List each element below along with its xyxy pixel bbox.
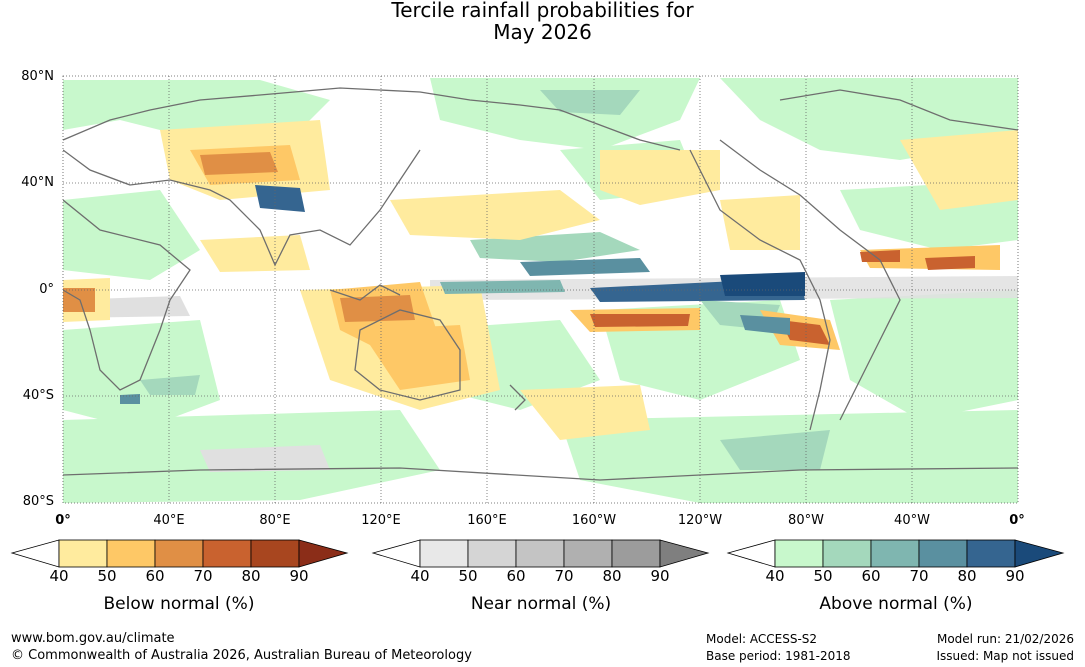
lon-label-160w: 160°W (571, 513, 617, 528)
lat-label-40s: 40°S (22, 388, 54, 403)
cb-near-tick: 50 (458, 567, 478, 585)
lon-label-40e: 40°E (153, 513, 185, 528)
cb-above-tick: 90 (1005, 567, 1025, 585)
colorbar-near (371, 539, 710, 568)
map-title-line1: Tercile rainfall probabilities for (391, 0, 694, 22)
footer-model: Model: ACCESS-S2 (706, 632, 818, 646)
map-frame (62, 75, 1019, 504)
cb-below-tick: 60 (145, 567, 165, 585)
colorbar-above (726, 539, 1065, 568)
cb-near-tick: 40 (410, 567, 430, 585)
cb-above-tick: 60 (861, 567, 881, 585)
lon-label-120w: 120°W (677, 513, 723, 528)
cb-below-tick: 80 (241, 567, 261, 585)
cb-above-tick: 70 (909, 567, 929, 585)
footer-url: www.bom.gov.au/climate (11, 631, 175, 646)
lat-label-0: 0° (39, 282, 54, 297)
footer-base-period: Base period: 1981-2018 (706, 649, 851, 663)
cb-below-tick: 40 (49, 567, 69, 585)
cb-near-tick: 70 (554, 567, 574, 585)
coastlines (63, 87, 1018, 481)
lon-label-0: 0° (55, 513, 71, 528)
cb-near-tick: 80 (602, 567, 622, 585)
lon-label-0-end: 0° (1009, 513, 1025, 528)
cb-below-tick: 90 (289, 567, 309, 585)
graticule (63, 76, 1018, 503)
cb-near-tick: 60 (506, 567, 526, 585)
cb-above-title: Above normal (%) (819, 594, 973, 614)
cb-above-tick: 80 (957, 567, 977, 585)
footer-issued: Issued: Map not issued (936, 649, 1074, 663)
map-title-line2: May 2026 (493, 20, 592, 44)
lat-label-80s: 80°S (22, 494, 54, 509)
cb-below-tick: 70 (193, 567, 213, 585)
lon-label-40w: 40°W (894, 513, 930, 528)
lat-label-80n: 80°N (21, 69, 54, 84)
lon-label-160e: 160°E (467, 513, 507, 528)
lon-label-80w: 80°W (788, 513, 824, 528)
lat-label-40n: 40°N (21, 175, 54, 190)
cb-below-tick: 50 (97, 567, 117, 585)
cb-above-tick: 50 (813, 567, 833, 585)
cb-near-title: Near normal (%) (470, 594, 612, 614)
footer-model-run: Model run: 21/02/2026 (936, 632, 1074, 646)
colorbar-below (10, 539, 349, 568)
cb-above-tick: 40 (765, 567, 785, 585)
lon-label-80e: 80°E (259, 513, 291, 528)
footer-copyright: © Commonwealth of Australia 2026, Austra… (11, 648, 472, 663)
lon-label-120e: 120°E (361, 513, 401, 528)
cb-near-tick: 90 (650, 567, 670, 585)
cb-below-title: Below normal (%) (103, 594, 255, 614)
